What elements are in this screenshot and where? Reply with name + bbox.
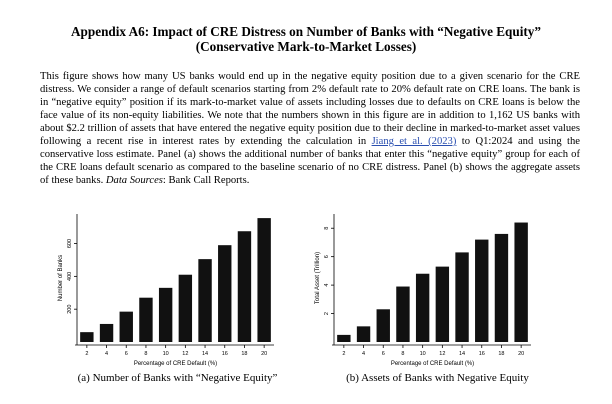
bar: [494, 233, 509, 342]
x-tick-label: 20: [261, 351, 267, 357]
bar: [435, 266, 450, 342]
data-sources-text: : Bank Call Reports.: [162, 175, 250, 186]
x-tick-label: 12: [439, 351, 445, 357]
bar: [80, 332, 94, 342]
bar: [337, 334, 351, 342]
y-axis-title: Total Asset (Trillion): [315, 252, 321, 304]
bar: [158, 287, 173, 342]
bar: [99, 323, 114, 342]
x-tick-label: 14: [202, 351, 208, 357]
x-tick-label: 6: [125, 351, 128, 357]
bar: [237, 231, 252, 342]
x-tick-label: 12: [182, 351, 188, 357]
caption-panel-b: (b) Assets of Banks with Negative Equity: [346, 372, 529, 384]
caption-panel-a: (a) Number of Banks with “Negative Equit…: [77, 372, 278, 384]
x-tick-label: 14: [459, 351, 465, 357]
y-tick-label: 8: [324, 227, 330, 230]
figure-description: This figure shows how many US banks woul…: [40, 70, 580, 187]
description-part-1: This figure shows how many US banks woul…: [40, 71, 580, 147]
bar: [514, 222, 528, 342]
x-tick-label: 6: [382, 351, 385, 357]
x-tick-label: 2: [85, 351, 88, 357]
x-tick-label: 20: [518, 351, 524, 357]
bar: [356, 326, 371, 342]
x-tick-label: 16: [222, 351, 228, 357]
x-axis-title: Percentage of CRE Default (%): [391, 361, 474, 367]
x-tick-label: 8: [401, 351, 404, 357]
x-tick-label: 4: [362, 351, 365, 357]
data-sources-label: Data Sources: [105, 175, 163, 186]
bar: [396, 286, 410, 342]
bar: [198, 259, 212, 342]
x-tick-label: 10: [420, 351, 426, 357]
bar: [376, 309, 390, 342]
bar: [475, 239, 489, 342]
bar: [218, 245, 232, 342]
x-tick-label: 18: [241, 351, 247, 357]
y-tick-label: 2: [324, 312, 330, 315]
x-tick-label: 10: [163, 351, 169, 357]
title-line-2: (Conservative Mark-to-Market Losses): [195, 39, 417, 54]
x-tick-label: 8: [144, 351, 147, 357]
x-tick-label: 2: [342, 351, 345, 357]
y-tick-label: 6: [324, 255, 330, 258]
description-part-2: to Q1:2024 and using the conservative lo…: [40, 136, 580, 186]
bar: [119, 311, 133, 342]
y-tick-label: 4: [324, 284, 330, 287]
title-line-1: Appendix A6: Impact of CRE Distress on N…: [71, 24, 541, 39]
x-tick-label: 18: [498, 351, 504, 357]
bar: [257, 218, 271, 342]
chart-total-assets: 2 4 6 8 2 4 6 8 10 12 14 16 18 20 Percentage of CRE De…: [315, 214, 531, 367]
x-tick-label: 4: [105, 351, 108, 357]
x-axis-title: Percentage of CRE Default (%): [134, 361, 217, 367]
bar: [455, 252, 469, 342]
y-tick-label: 600: [67, 239, 73, 248]
x-tick-label: 16: [479, 351, 485, 357]
citation-link[interactable]: Jiang et al. (2023): [371, 136, 457, 147]
bar: [178, 274, 193, 342]
y-tick-label: 200: [67, 305, 73, 314]
bar: [415, 273, 430, 342]
bar: [139, 297, 153, 342]
y-axis-title: Number of Banks: [58, 255, 64, 301]
appendix-title: Appendix A6: Impact of CRE Distress on N…: [0, 24, 612, 54]
y-tick-label: 400: [67, 272, 73, 281]
chart-number-of-banks: 200 400 600 2 4 6 8 10 12 14 16 18 20 Percentage of C…: [58, 214, 274, 367]
